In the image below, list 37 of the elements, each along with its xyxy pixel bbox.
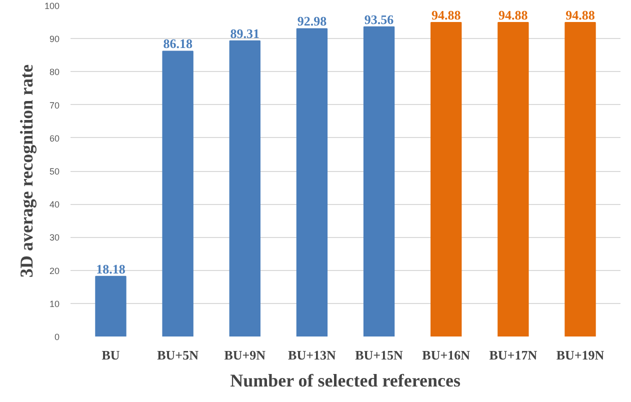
y-tick-label: 20 [49, 266, 60, 276]
x-tick-label: BU+15N [355, 348, 404, 362]
bar [363, 26, 395, 336]
data-label: 94.88 [566, 7, 596, 22]
x-tick-label: BU+19N [556, 348, 605, 362]
y-tick-label: 60 [49, 133, 60, 144]
x-tick-label: BU [102, 348, 120, 362]
x-tick-label: BU+13N [288, 348, 337, 362]
y-tick-label: 10 [49, 298, 60, 309]
x-tick-label: BU+5N [157, 348, 200, 362]
y-tick-label: 90 [49, 34, 60, 44]
y-tick-label: 70 [49, 100, 60, 110]
data-label: 92.98 [297, 14, 328, 29]
y-axis-title: 3D average recognition rate [16, 64, 36, 278]
y-tick-label: 0 [54, 332, 60, 342]
y-tick-label: 80 [49, 67, 60, 78]
x-tick-label: BU+17N [489, 348, 538, 362]
x-tick-label: BU+9N [224, 348, 266, 362]
x-axis-title: Number of selected references [230, 370, 461, 390]
data-label: 89.31 [230, 26, 260, 41]
x-tick-label: BU+16N [422, 348, 471, 362]
bar [95, 276, 126, 336]
data-label: 93.56 [364, 12, 394, 27]
data-label: 94.88 [498, 7, 528, 22]
data-label: 94.88 [431, 7, 462, 22]
bar [162, 50, 194, 336]
data-label: 86.18 [163, 36, 193, 52]
bar [430, 22, 462, 336]
bar [498, 22, 529, 336]
y-tick-label: 40 [49, 200, 60, 210]
y-tick-label: 100 [44, 1, 60, 11]
data-label: 18.18 [96, 261, 126, 276]
bar [229, 40, 260, 336]
bar [564, 22, 596, 336]
y-tick-label: 50 [49, 166, 60, 176]
y-tick-label: 30 [49, 232, 60, 243]
bar [296, 28, 328, 336]
